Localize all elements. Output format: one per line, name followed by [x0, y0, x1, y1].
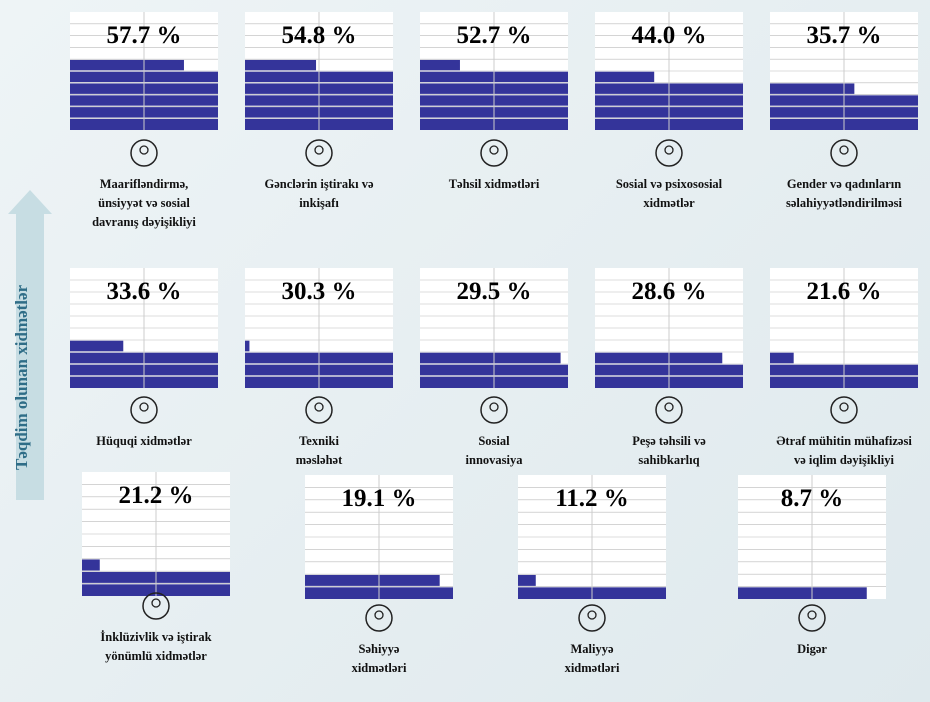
icon — [365, 604, 393, 632]
category-label: İnklüzivlik və iştirak yönümlü xidmətlər — [100, 630, 212, 663]
icon — [314, 145, 324, 155]
category-label: Maarifləndirmə, ünsiyyət və sosial davra… — [92, 177, 196, 229]
icon — [139, 145, 149, 155]
icon — [130, 396, 158, 424]
value-label: 11.2 % — [555, 485, 629, 512]
icon — [489, 145, 499, 155]
icon — [142, 592, 170, 620]
icon — [480, 139, 508, 167]
value-label: 33.6 % — [106, 278, 182, 305]
category-label: Sosial və psixososial xidmətlər — [615, 177, 723, 210]
value-label: 19.1 % — [341, 485, 417, 512]
axis-arrow — [8, 190, 52, 500]
icon — [655, 139, 683, 167]
value-label: 21.6 % — [806, 278, 882, 305]
category-label: Ətraf mühitin mühafizəsi və iqlim dəyişi… — [776, 434, 912, 467]
value-label: 35.7 % — [806, 22, 882, 49]
category-label: Peşə təhsili və sahibkarlıq — [632, 434, 706, 467]
icon — [830, 139, 858, 167]
value-label: 29.5 % — [456, 278, 532, 305]
category-label: Təhsil xidmətləri — [448, 177, 540, 191]
icon — [489, 402, 499, 412]
icon — [830, 396, 858, 424]
icon — [664, 145, 674, 155]
category-label: Texniki məsləhət — [295, 434, 343, 467]
icon — [305, 139, 333, 167]
icon — [480, 396, 508, 424]
icon — [839, 145, 849, 155]
icon — [578, 604, 606, 632]
icon — [664, 402, 674, 412]
category-label: Digər — [797, 642, 827, 656]
category-label: Hüquqi xidmətlər — [96, 434, 192, 448]
icon — [151, 598, 161, 608]
value-label: 54.8 % — [281, 22, 357, 49]
icon — [807, 610, 817, 620]
icon — [839, 402, 849, 412]
icon — [139, 402, 149, 412]
icon — [655, 396, 683, 424]
icon — [798, 604, 826, 632]
icon — [130, 139, 158, 167]
icon — [587, 610, 597, 620]
icon — [314, 402, 324, 412]
value-label: 28.6 % — [631, 278, 707, 305]
value-label: 52.7 % — [456, 22, 532, 49]
value-label: 8.7 % — [780, 485, 844, 512]
category-label: Sosial innovasiya — [465, 434, 523, 467]
value-label: 44.0 % — [631, 22, 707, 49]
value-label: 57.7 % — [106, 22, 182, 49]
value-label: 21.2 % — [118, 482, 194, 509]
icon — [305, 396, 333, 424]
category-label: Səhiyyə xidmətləri — [351, 642, 407, 675]
category-label: Gənclərin iştirakı və inkişafı — [264, 177, 374, 210]
icon — [374, 610, 384, 620]
value-label: 30.3 % — [281, 278, 357, 305]
category-label: Gender və qadınların səlahiyyətləndirilm… — [786, 177, 902, 210]
category-label: Maliyyə xidmətləri — [564, 642, 620, 675]
